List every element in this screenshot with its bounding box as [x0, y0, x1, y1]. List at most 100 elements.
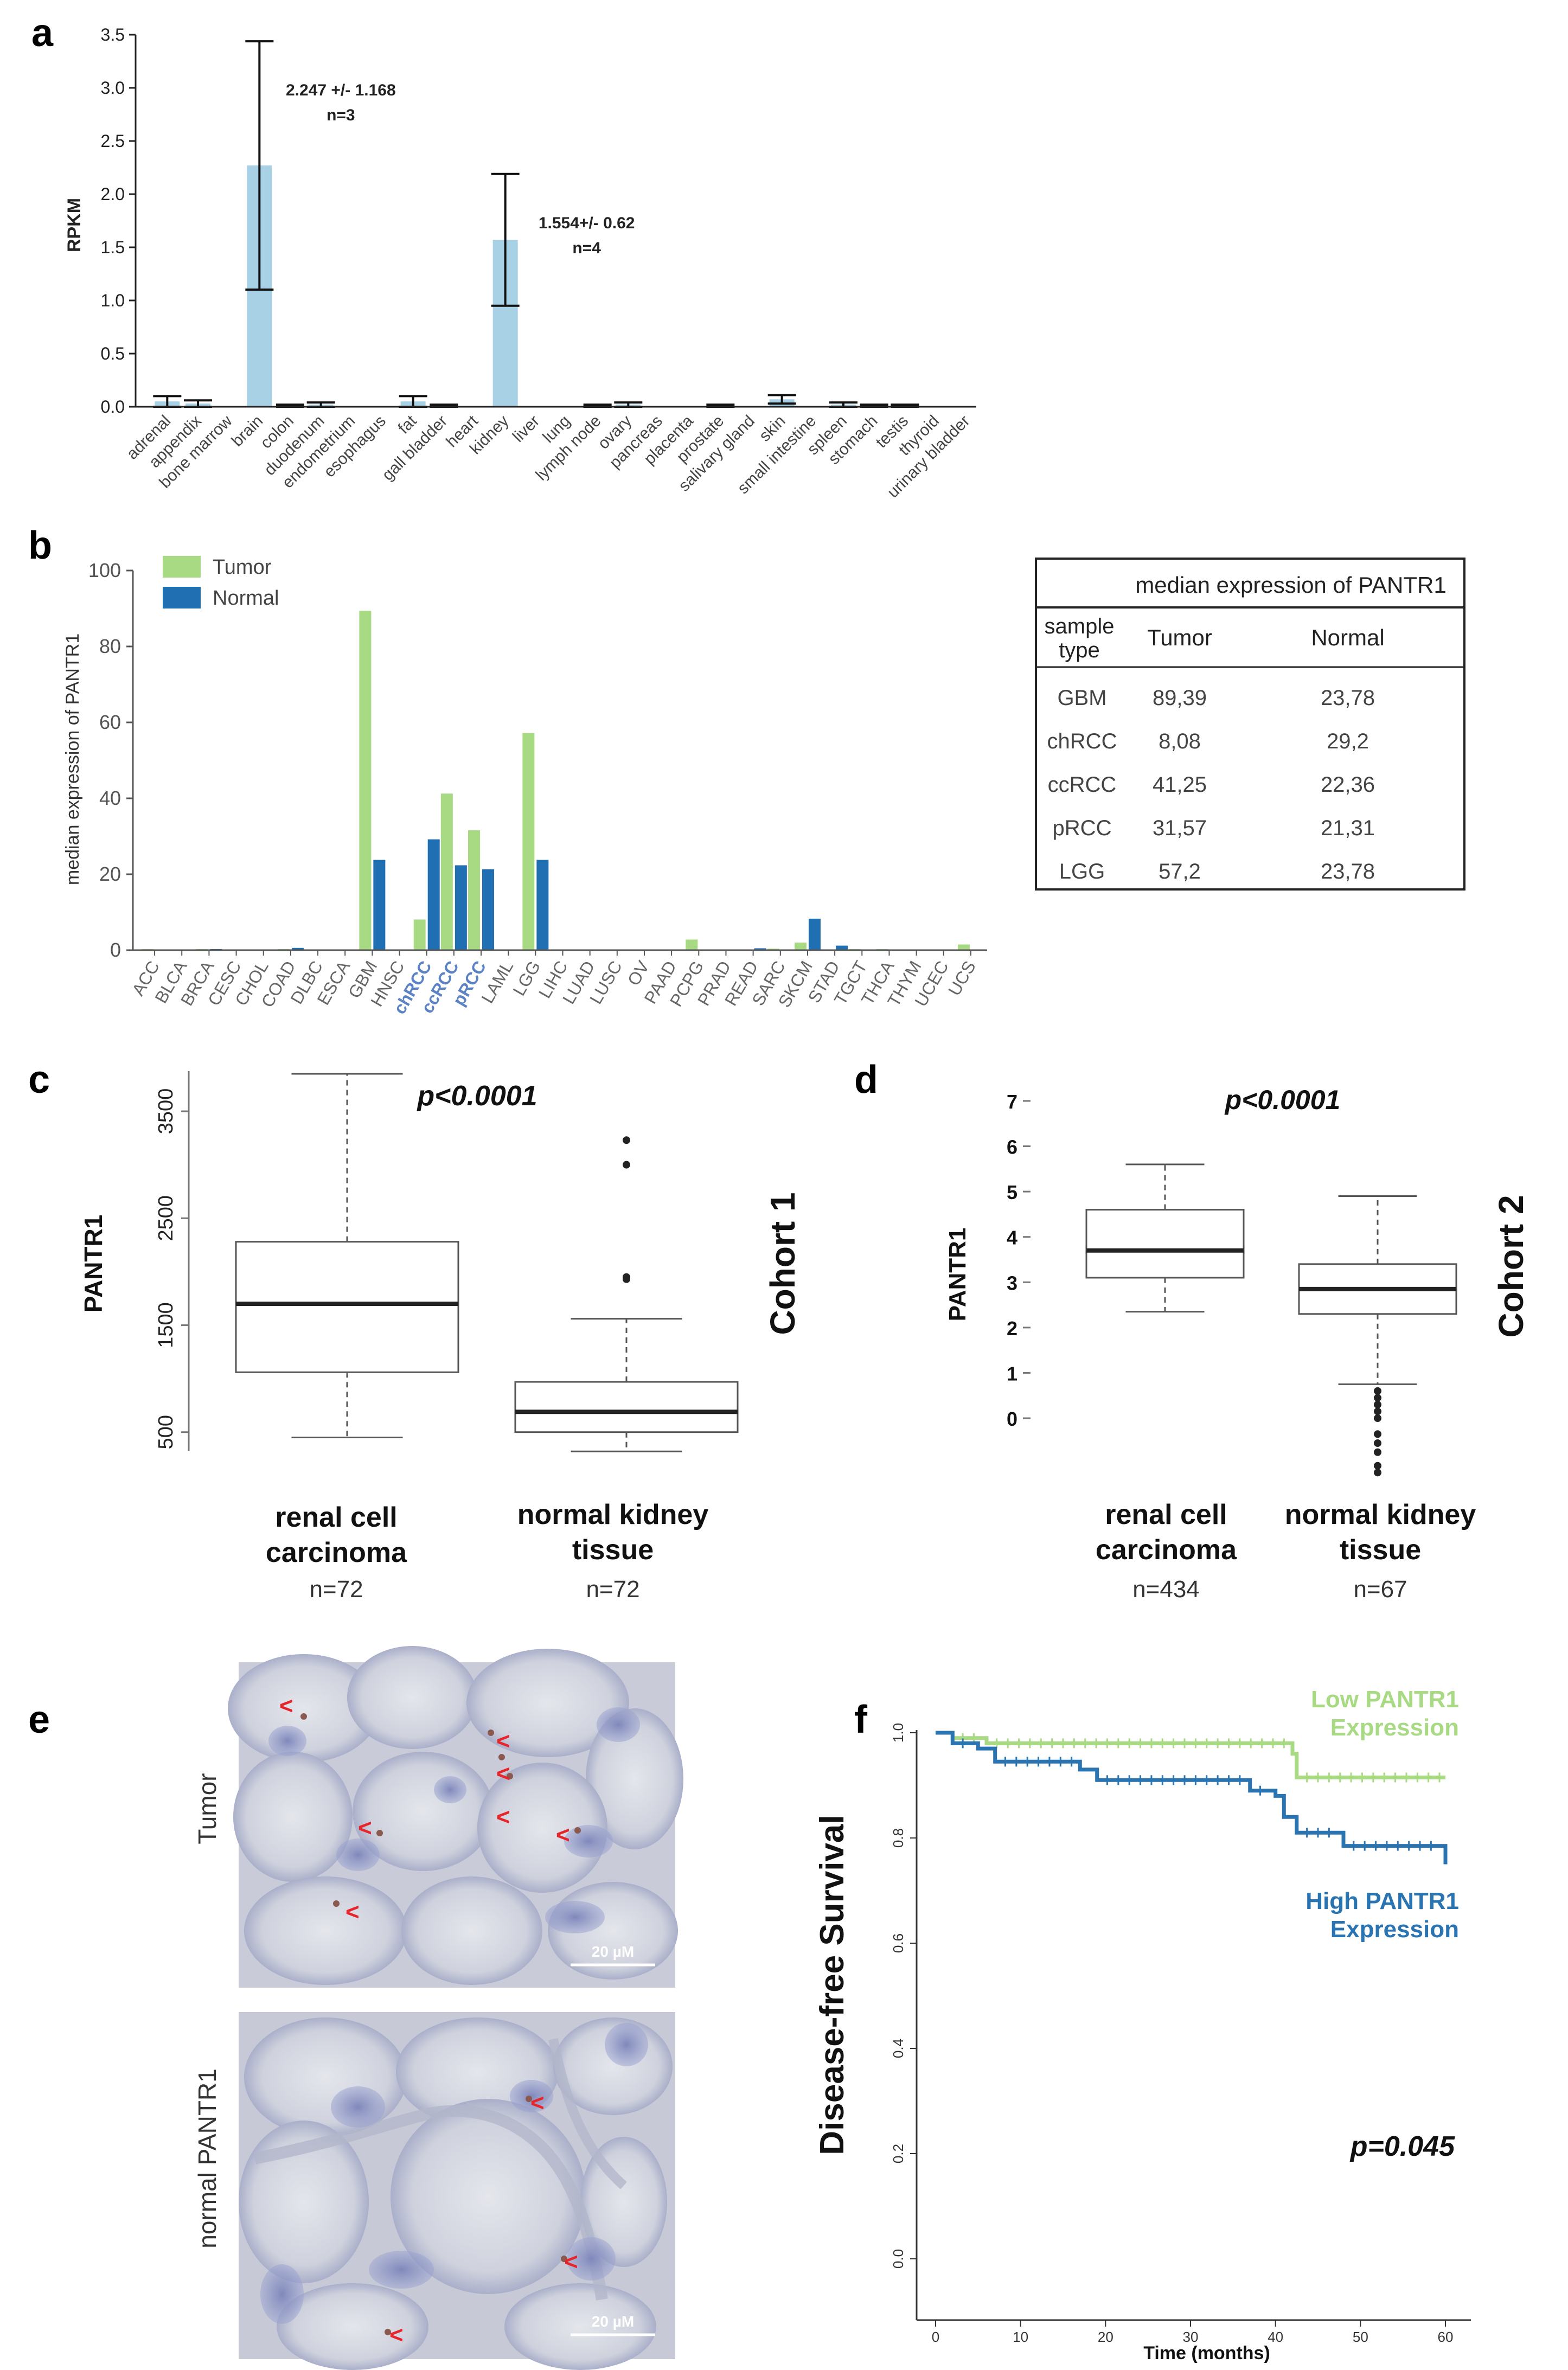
d-group2-line1: normal kidney: [1285, 1499, 1476, 1530]
b-bar-normal: [536, 860, 549, 950]
d-outlier: [1374, 1414, 1381, 1422]
table-cell-normal: 22,36: [1321, 773, 1375, 797]
b-ytick-label: 0: [110, 939, 121, 961]
b-bar-normal: [754, 948, 766, 950]
ish-micrographs: Tumor normal PANTR1: [193, 1646, 683, 2370]
f-curve-high: [936, 1731, 1448, 1865]
f-xtick-label: 40: [1268, 2329, 1283, 2345]
d-pvalue: p<0.0001: [1224, 1085, 1341, 1115]
cohort2-boxplot: PANTR1 0 1 2 3 4 5 6 7 p<0.0001 Cohort 2 renal …: [944, 1085, 1531, 1603]
b-ytick-label: 40: [99, 787, 121, 809]
table-frame: [1035, 558, 1465, 891]
d-outlier: [1374, 1462, 1381, 1470]
d-ytick-label: 2: [1007, 1317, 1017, 1340]
b-bar-normal: [836, 945, 848, 950]
c-cohort: Cohort 1: [763, 1192, 802, 1335]
f-high-label-line1: High PANTR1: [1305, 1888, 1459, 1914]
f-xtick-label: 50: [1353, 2329, 1368, 2345]
b-bar-tumor: [522, 733, 535, 950]
tumor-micrograph: < < < < < < < 20 µM: [228, 1646, 683, 1988]
c-outlier: [623, 1136, 630, 1144]
table-cell-tumor: 41,25: [1153, 773, 1207, 797]
d-ytick-label: 1: [1007, 1362, 1017, 1385]
b-bar-normal: [808, 918, 821, 950]
legend-swatch-tumor: [163, 556, 201, 578]
d-outlier: [1374, 1400, 1381, 1408]
c-outlier: [623, 1275, 630, 1283]
a-ytick-label: 0.5: [101, 344, 125, 363]
panel-label-a: a: [31, 11, 54, 55]
d-outlier: [1374, 1430, 1381, 1438]
b-bar-normal: [427, 839, 440, 950]
c-ytick-label: 500: [155, 1415, 177, 1449]
f-xtick-label: 20: [1098, 2329, 1113, 2345]
table-cell-tumor: 8,08: [1159, 729, 1201, 753]
a-ytick-label: 1.5: [101, 238, 125, 257]
b-bar-tumor: [468, 830, 481, 950]
survival-chart: Disease-free Survival 0.0 0.2 0.4 0.6 0.8 1.0…: [814, 1686, 1471, 2363]
f-ytick-label: 0.6: [890, 1933, 906, 1953]
c-box: [235, 1241, 459, 1373]
d-outlier: [1374, 1448, 1381, 1456]
arrow-marker: <: [496, 1728, 510, 1754]
d-group1-line2: carcinoma: [1096, 1534, 1237, 1566]
table-header-normal: Normal: [1311, 625, 1384, 650]
table-cell-type: pRCC: [1053, 816, 1112, 840]
c-group1-line1: renal cell: [275, 1502, 397, 1533]
arrow-marker: <: [345, 1899, 360, 1925]
f-low-label-line2: Expression: [1330, 1714, 1459, 1741]
b-ytick-label: 80: [99, 635, 121, 657]
f-xtick-label: 30: [1183, 2329, 1199, 2345]
median-expression-table: median expression of PANTR1 sample type …: [1035, 558, 1465, 891]
c-group2-line1: normal kidney: [517, 1499, 709, 1530]
arrow-marker: <: [530, 2090, 545, 2116]
panel-label-c: c: [28, 1058, 50, 1101]
table-cell-type: GBM: [1057, 686, 1106, 710]
table-cell-normal: 29,2: [1327, 729, 1369, 753]
scale-bar-label: 20 µM: [592, 1943, 634, 1960]
table-cell-tumor: 89,39: [1153, 686, 1207, 710]
cohort1-boxplot: PANTR1 500 1500 2500 3500 p<0.0001 Cohort 1…: [79, 1071, 802, 1603]
c-ytick-label: 2500: [155, 1195, 177, 1241]
table-cell-normal: 23,78: [1321, 686, 1375, 710]
c-ytick-label: 3500: [155, 1088, 177, 1135]
panel-label-d: d: [854, 1058, 878, 1101]
f-xtick-label: 10: [1013, 2329, 1028, 2345]
legend-swatch-normal: [163, 587, 201, 608]
d-group2-n: n=67: [1353, 1576, 1407, 1603]
rpkm-bar-chart: RPKM 0.00.51.01.52.02.53.03.5 adrenalapp…: [64, 25, 976, 501]
arrow-marker: <: [389, 2322, 404, 2348]
f-low-label-line1: Low PANTR1: [1311, 1686, 1459, 1713]
e-tumor-label: Tumor: [193, 1773, 221, 1844]
a-ytick-label: 1.0: [101, 291, 125, 310]
c-ylabel: PANTR1: [79, 1215, 107, 1313]
d-cohort: Cohort 2: [1492, 1195, 1531, 1337]
table-cell-normal: 21,31: [1321, 816, 1375, 840]
a-ytick-label: 3.0: [101, 78, 125, 98]
b-bar-tumor: [686, 939, 698, 950]
f-ytick-label: 0.0: [890, 2249, 906, 2269]
b-bar-normal: [455, 865, 467, 950]
b-xtick-label: UCS: [944, 958, 980, 1000]
arrow-marker: <: [496, 1760, 510, 1787]
table-title: median expression of PANTR1: [1135, 572, 1446, 598]
legend-label-normal: Normal: [213, 587, 279, 610]
d-outlier: [1374, 1387, 1381, 1395]
table-cell-normal: 23,78: [1321, 860, 1375, 883]
f-pvalue: p=0.045: [1349, 2131, 1455, 2162]
panel-label-f: f: [854, 1698, 868, 1741]
b-bar-tumor: [794, 943, 807, 950]
table-cell-tumor: 57,2: [1159, 860, 1201, 883]
b-bar-tumor: [359, 611, 372, 950]
table-cell-type: chRCC: [1047, 729, 1117, 753]
d-ytick-label: 3: [1007, 1272, 1017, 1294]
a-ytick-label: 2.5: [101, 131, 125, 151]
a-ylabel: RPKM: [64, 198, 85, 252]
table-cell-type: ccRCC: [1048, 773, 1117, 797]
arrow-marker: <: [564, 2249, 578, 2275]
legend-label-tumor: Tumor: [213, 556, 272, 579]
b-bar-tumor: [957, 944, 970, 950]
f-ytick-label: 0.4: [890, 2039, 906, 2058]
b-bar-normal: [291, 947, 304, 950]
d-group2-line2: tissue: [1340, 1534, 1421, 1566]
